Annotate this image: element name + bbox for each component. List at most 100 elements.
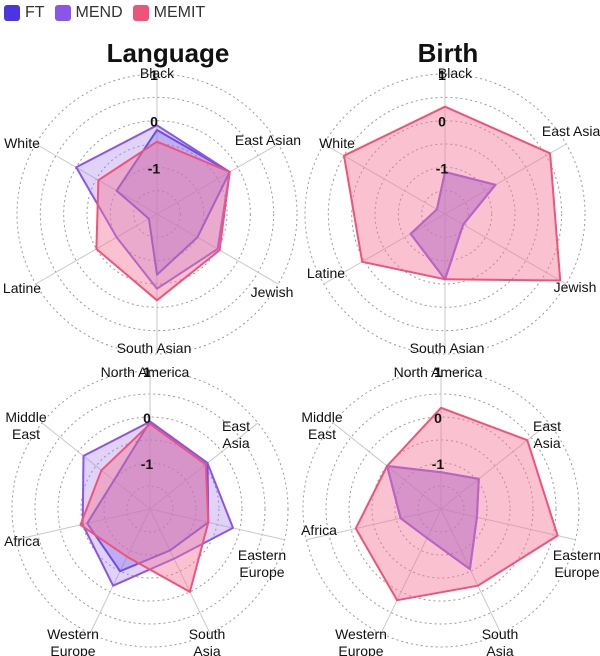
grid-circle xyxy=(397,166,493,262)
legend-label-ft: FT xyxy=(25,4,45,21)
legend-swatch-ft xyxy=(4,5,20,21)
axis-label-eastern-europe-line: Eastern xyxy=(553,547,600,563)
grid-circle xyxy=(348,416,534,602)
axis-label-east-asia-line: Asia xyxy=(533,435,560,451)
axis-label-middle-east-line: East xyxy=(308,426,336,442)
tick-label: 1 xyxy=(434,364,442,380)
axis-label-south-asia-line: South xyxy=(189,626,226,642)
axis-label-western-europe-line: Western xyxy=(47,626,99,642)
axis-label-eastern-europe-line: Europe xyxy=(239,564,284,580)
tick-label: 1 xyxy=(143,364,151,380)
axis-label-western-europe: Western Europe xyxy=(47,626,99,656)
axis-label-latine: Latine xyxy=(3,280,41,296)
grid-circle xyxy=(80,439,220,579)
legend-item-ft[interactable]: FT xyxy=(4,4,45,22)
axis-label-eastern-europe-line: Europe xyxy=(554,564,599,580)
axis-label-white: White xyxy=(4,135,40,151)
legend: FT MEND MEMIT xyxy=(4,2,215,24)
axis-spoke xyxy=(440,508,576,541)
tick-label: -1 xyxy=(436,160,449,176)
tick-label: 0 xyxy=(150,114,158,130)
axis-label-middle-east: Middle East xyxy=(5,409,46,442)
axis-label-eastern-europe-line: Eastern xyxy=(238,547,286,563)
axis-label-jewish: Jewish xyxy=(554,279,597,295)
series-polygon-memit[interactable] xyxy=(95,140,231,302)
legend-item-memit[interactable]: MEMIT xyxy=(132,4,206,22)
axis-label-jewish: Jewish xyxy=(251,284,294,300)
axis-label-middle-east-line: East xyxy=(12,426,40,442)
axis-spoke xyxy=(41,422,151,510)
axis-spoke xyxy=(323,213,446,285)
axis-label-south-asia: South Asia xyxy=(482,626,519,656)
legend-swatch-memit xyxy=(132,5,149,21)
series-polygon-memit[interactable] xyxy=(79,422,210,593)
series-polygon-mend[interactable] xyxy=(81,420,234,587)
tick-label: 0 xyxy=(434,410,442,426)
axis-label-south-asia-line: Asia xyxy=(486,643,513,656)
grid-circle xyxy=(304,73,586,355)
axis-label-africa: Africa xyxy=(4,533,40,549)
axis-spoke xyxy=(380,508,442,634)
axis-label-black: Black xyxy=(438,65,473,81)
axis-spoke xyxy=(156,143,279,215)
axis-label-north-america: North America xyxy=(394,364,483,380)
tick-label: -1 xyxy=(141,456,154,472)
axis-label-western-europe: Western Europe xyxy=(335,626,387,656)
axis-spoke xyxy=(149,422,259,510)
axis-label-east-asia-line: East xyxy=(533,418,561,434)
axis-label-south-asia-line: Asia xyxy=(193,643,220,656)
tick-label: -1 xyxy=(148,160,161,176)
legend-label-memit: MEMIT xyxy=(153,4,206,21)
axis-label-white: White xyxy=(319,135,355,151)
grid-circle xyxy=(57,416,243,602)
series-polygon-mend[interactable] xyxy=(386,465,480,571)
axis-label-south-asian: South Asian xyxy=(117,340,192,356)
grid-circle xyxy=(327,96,563,332)
axis-spoke xyxy=(306,508,442,541)
axis-label-western-europe-line: Western xyxy=(335,626,387,642)
tick-label: 1 xyxy=(438,67,446,83)
series-polygon-memit[interactable] xyxy=(354,406,559,602)
grid-circle xyxy=(16,73,298,355)
series-polygon-memit[interactable] xyxy=(343,105,562,282)
legend-item-mend[interactable]: MEND xyxy=(54,4,123,22)
axis-label-eastern-europe: Eastern Europe xyxy=(238,547,286,580)
axis-spoke xyxy=(440,508,502,634)
axis-label-east-asian: East Asian xyxy=(235,132,301,148)
tick-label: -1 xyxy=(432,456,445,472)
grid-circle xyxy=(39,96,275,332)
axis-spoke xyxy=(444,213,567,285)
axis-spoke xyxy=(149,508,211,634)
axis-label-east-asia-line: Asia xyxy=(222,435,249,451)
axis-label-africa: Africa xyxy=(301,522,337,538)
grid-circle xyxy=(126,485,174,533)
tick-label: 0 xyxy=(143,410,151,426)
axis-label-middle-east-line: Middle xyxy=(5,409,46,425)
axis-spoke xyxy=(35,143,158,215)
tick-label: 0 xyxy=(438,114,446,130)
axis-spoke xyxy=(440,422,550,510)
axis-label-south-asia: South Asia xyxy=(189,626,226,656)
grid-circle xyxy=(374,143,516,285)
grid-circle xyxy=(371,439,511,579)
series-polygon-ft[interactable] xyxy=(86,420,210,573)
axis-label-east-asia: East Asia xyxy=(222,418,250,451)
axis-label-east-asian: East Asian xyxy=(542,123,600,139)
axis-spoke xyxy=(444,143,567,215)
axis-label-black: Black xyxy=(140,65,175,81)
axis-label-western-europe-line: Europe xyxy=(50,643,95,656)
axis-label-south-asian: South Asian xyxy=(410,340,485,356)
axis-label-middle-east-line: Middle xyxy=(301,409,342,425)
axis-label-south-asia-line: South xyxy=(482,626,519,642)
axis-label-latine: Latine xyxy=(307,265,345,281)
axis-label-east-asia: East Asia xyxy=(533,418,561,451)
chart-title-language: Language xyxy=(107,38,230,68)
axis-label-western-europe-line: Europe xyxy=(338,643,383,656)
chart-title-birth: Birth xyxy=(418,38,479,68)
grid-circle xyxy=(86,143,228,285)
grid-circle xyxy=(417,485,465,533)
tick-label: 1 xyxy=(150,67,158,83)
grid-circle xyxy=(109,166,205,262)
legend-swatch-mend xyxy=(54,5,71,21)
